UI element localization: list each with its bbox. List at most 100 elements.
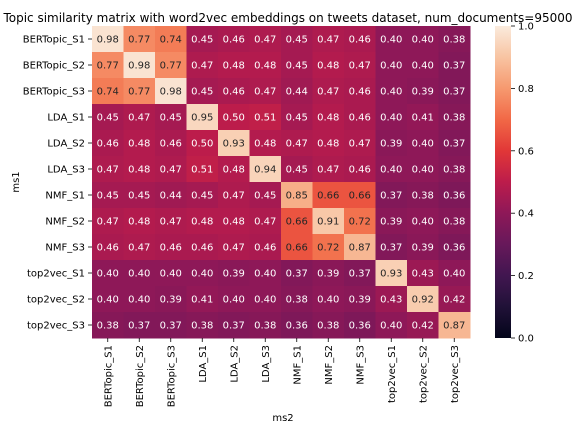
heatmap-cell — [281, 156, 313, 183]
heatmap-cell — [375, 286, 408, 313]
heatmap-cell — [375, 78, 408, 105]
cell-value-label: 0.48 — [317, 113, 339, 124]
heatmap-cell — [123, 104, 156, 131]
heatmap-cell — [218, 156, 250, 183]
cell-value-label: 0.36 — [349, 321, 371, 332]
cell-value-label: 0.40 — [380, 113, 402, 124]
cell-value-label: 0.38 — [443, 113, 465, 124]
heatmap-cell — [312, 182, 345, 209]
heatmap-cell — [218, 78, 250, 105]
heatmap-cell — [249, 286, 282, 313]
cell-value-label: 0.77 — [128, 87, 150, 98]
cell-value-label: 0.46 — [223, 35, 245, 46]
heatmap-cell — [218, 312, 250, 339]
cell-value-label: 0.48 — [191, 217, 213, 228]
heatmap-cell — [281, 260, 313, 287]
cell-value-label: 0.47 — [254, 35, 276, 46]
cell-value-label: 0.40 — [412, 217, 434, 228]
cell-value-label: 0.48 — [128, 139, 150, 150]
cell-value-label: 0.46 — [349, 113, 371, 124]
cell-value-label: 0.77 — [128, 35, 150, 46]
y-tick-label: LDA_S1 — [47, 113, 85, 124]
heatmap-cell — [438, 78, 471, 105]
y-tick-label: BERTopic_S2 — [23, 61, 85, 72]
x-tick-label: NMF_S3 — [355, 345, 366, 385]
y-tick-label: BERTopic_S3 — [23, 87, 85, 98]
cell-value-label: 0.40 — [380, 321, 402, 332]
cell-value-label: 0.66 — [286, 217, 308, 228]
x-tick-labels: BERTopic_S1 BERTopic_S2 BERTopic_S3 LDA_S1 L… — [103, 338, 461, 407]
heatmap-cell — [92, 208, 124, 235]
heatmap-cell — [155, 104, 187, 131]
cell-value-label: 0.93 — [223, 139, 245, 150]
cell-value-label: 0.36 — [443, 191, 465, 202]
heatmap-cell — [123, 156, 156, 183]
heatmap-cell — [218, 104, 250, 131]
cell-value-label: 0.47 — [317, 35, 339, 46]
cell-value-label: 0.46 — [160, 243, 182, 254]
cell-value-label: 0.44 — [286, 87, 308, 98]
heatmap-cell — [186, 234, 219, 261]
heatmap-cell — [281, 182, 313, 209]
heatmap-cell — [312, 78, 345, 105]
heatmap-cell — [123, 208, 156, 235]
cell-value-label: 0.48 — [223, 217, 245, 228]
heatmap-cell — [344, 286, 376, 313]
heatmap-cell — [155, 26, 187, 53]
cell-value-label: 0.47 — [223, 191, 245, 202]
heatmap-cell — [407, 208, 439, 235]
heatmap-cell — [123, 234, 156, 261]
heatmap-cell — [92, 78, 124, 105]
heatmap-cell — [312, 234, 345, 261]
heatmap-cell — [186, 52, 219, 79]
y-tick-labels: BERTopic_S1 BERTopic_S2 BERTopic_S3 LDA_S1 L… — [23, 35, 92, 332]
cell-value-label: 0.47 — [317, 87, 339, 98]
heatmap-cell — [312, 52, 345, 79]
y-tick-label: LDA_S2 — [47, 139, 85, 150]
cell-value-label: 0.47 — [349, 61, 371, 72]
heatmap-cell — [281, 234, 313, 261]
heatmap-cells: 0.98 0.77 0.74 0.45 0.46 0.47 0.45 0.47 0.46 0.40… — [92, 26, 471, 339]
cell-value-label: 0.39 — [380, 139, 402, 150]
colorbar-tick-label: 1.0 — [518, 22, 534, 33]
cell-value-label: 0.46 — [223, 87, 245, 98]
cell-value-label: 0.45 — [286, 35, 308, 46]
heatmap-cell — [186, 260, 219, 287]
cell-value-label: 0.48 — [254, 139, 276, 150]
heatmap-cell — [249, 130, 282, 157]
heatmap-cell — [186, 312, 219, 339]
cell-value-label: 0.40 — [160, 269, 182, 280]
cell-value-label: 0.38 — [443, 165, 465, 176]
heatmap-cell — [186, 208, 219, 235]
cell-value-label: 0.50 — [223, 113, 245, 124]
y-tick-label: NMF_S2 — [45, 217, 85, 228]
heatmap-cell — [281, 286, 313, 313]
heatmap-cell — [407, 78, 439, 105]
heatmap-cell — [375, 26, 408, 53]
heatmap-cell — [92, 312, 124, 339]
cell-value-label: 0.38 — [286, 295, 308, 306]
cell-value-label: 0.74 — [97, 87, 119, 98]
cell-value-label: 0.47 — [223, 243, 245, 254]
cell-value-label: 0.45 — [97, 113, 119, 124]
x-tick-label: BERTopic_S3 — [166, 345, 177, 407]
heatmap-cell — [249, 78, 282, 105]
heatmap-cell — [218, 182, 250, 209]
heatmap-cell — [186, 156, 219, 183]
colorbar-tick-label: 0.6 — [518, 146, 534, 157]
cell-value-label: 0.38 — [443, 35, 465, 46]
heatmap-cell — [344, 260, 376, 287]
cell-value-label: 0.39 — [349, 295, 371, 306]
heatmap-cell — [123, 182, 156, 209]
heatmap-cell — [281, 26, 313, 53]
heatmap-cell — [407, 260, 439, 287]
heatmap-cell — [407, 130, 439, 157]
cell-value-label: 0.47 — [128, 243, 150, 254]
heatmap-cell — [344, 234, 376, 261]
cell-value-label: 0.40 — [191, 269, 213, 280]
cell-value-label: 0.40 — [254, 295, 276, 306]
heatmap-cell — [344, 104, 376, 131]
heatmap-cell — [186, 26, 219, 53]
heatmap-cell — [281, 130, 313, 157]
heatmap-cell — [344, 52, 376, 79]
